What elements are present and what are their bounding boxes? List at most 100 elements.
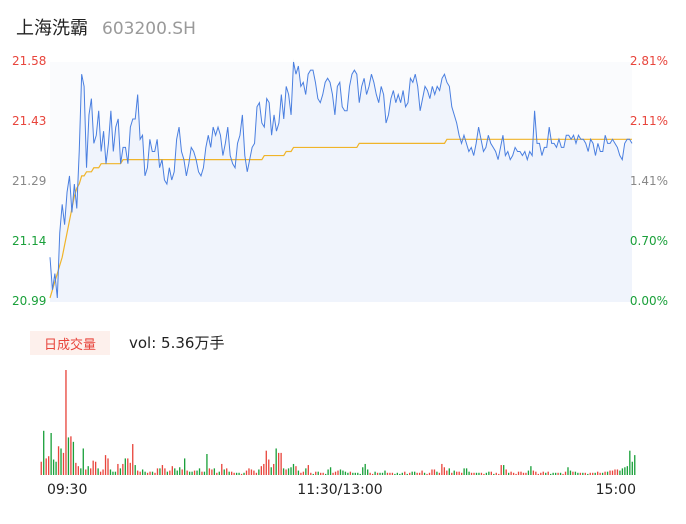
volume-bar <box>483 473 485 475</box>
volume-bar <box>542 471 544 475</box>
volume-bar <box>109 469 112 475</box>
volume-bar <box>297 470 300 475</box>
volume-bar <box>604 471 606 475</box>
volume-bar <box>40 461 42 475</box>
volume-bar <box>94 461 97 475</box>
volume-bar <box>505 469 507 475</box>
volume-bar <box>339 469 342 475</box>
volume-bar <box>557 472 559 475</box>
volume-bar <box>181 469 183 475</box>
volume-bar <box>290 467 292 475</box>
volume-bar <box>139 471 141 475</box>
volume-bar <box>60 448 62 475</box>
volume-bar <box>196 470 198 475</box>
volume-bar <box>72 441 75 475</box>
volume-bar <box>512 472 515 475</box>
volume-bar <box>159 468 161 475</box>
volume-bar <box>332 472 334 475</box>
volume-bar <box>495 472 497 475</box>
volume-bar <box>124 458 126 475</box>
volume-bar <box>480 472 483 475</box>
volume-bar <box>364 463 366 475</box>
volume-bar <box>409 472 411 475</box>
volume-bar <box>129 462 131 475</box>
volume-bar <box>460 472 463 475</box>
volume-bar <box>213 468 216 475</box>
volume-bar <box>75 462 77 475</box>
volume-bar <box>406 473 408 475</box>
volume-bar <box>611 470 614 475</box>
volume-bar <box>287 468 290 475</box>
volume-bar <box>45 458 47 475</box>
volume-bar <box>384 470 386 475</box>
percent-tick-label: 1.41% <box>629 174 668 188</box>
price-tick-label: 21.58 <box>12 54 47 68</box>
volume-bar <box>300 472 302 475</box>
price-tick-label: 20.99 <box>12 294 47 308</box>
volume-bar <box>250 469 253 475</box>
volume-bar <box>451 472 453 475</box>
volume-bar <box>302 471 305 475</box>
volume-bar <box>349 471 352 475</box>
volume-bar <box>347 472 349 475</box>
volume-bar <box>235 472 238 475</box>
volume-bar <box>240 473 243 475</box>
volume-bar <box>386 472 389 475</box>
volume-bar <box>337 470 339 475</box>
volume-bar <box>421 470 423 475</box>
volume-bar <box>594 472 596 475</box>
volume-bar <box>191 471 193 475</box>
volume-bar <box>265 450 267 475</box>
volume-bar <box>151 471 154 475</box>
volume-bar <box>503 465 505 475</box>
volume-bar <box>592 472 594 475</box>
volume-bar <box>228 471 230 475</box>
volume-bar <box>231 471 233 475</box>
volume-bar <box>478 472 480 475</box>
volume-bar <box>488 471 490 475</box>
volume-bar <box>411 471 413 475</box>
volume-bar <box>399 473 401 475</box>
volume-bar <box>579 472 582 475</box>
stock-header: 上海洗霸 603200.SH <box>16 14 196 39</box>
volume-bar <box>396 472 399 475</box>
volume-bar <box>342 470 344 475</box>
volume-bar <box>470 472 473 475</box>
volume-badge[interactable]: 日成交量 <box>30 331 110 355</box>
volume-bar <box>156 468 159 475</box>
volume-bar <box>569 470 572 475</box>
volume-bar <box>327 469 329 475</box>
volume-bar <box>520 471 522 475</box>
volume-bar <box>169 470 171 475</box>
volume-bar <box>117 463 119 475</box>
volume-bar <box>490 471 492 475</box>
volume-bar <box>203 471 206 475</box>
volume-bar <box>619 470 621 475</box>
volume-bar <box>376 472 379 475</box>
volume-total-text: vol: 5.36万手 <box>129 334 225 352</box>
volume-bar <box>307 465 309 475</box>
price-tick-label: 21.43 <box>12 114 47 128</box>
volume-bar <box>305 468 307 475</box>
volume-bar <box>609 470 611 475</box>
volume-bar <box>431 469 433 475</box>
volume-bar <box>547 471 549 475</box>
volume-bar <box>233 472 235 475</box>
volume-bar <box>87 466 89 475</box>
volume-bar <box>441 463 443 475</box>
volume-bar <box>379 472 381 475</box>
volume-bar <box>634 455 636 475</box>
volume-bar <box>456 471 458 475</box>
volume-bar <box>188 471 191 475</box>
price-tick-label: 21.29 <box>12 174 47 188</box>
volume-bar <box>280 452 282 475</box>
volume-bar <box>582 472 584 475</box>
volume-bar <box>614 469 616 475</box>
volume-bar <box>295 466 297 475</box>
volume-bar <box>374 471 376 475</box>
volume-bar <box>616 469 619 475</box>
volume-bar <box>193 470 196 475</box>
volume-bar <box>50 433 52 475</box>
volume-bar <box>270 467 272 475</box>
volume-bar <box>433 469 436 475</box>
